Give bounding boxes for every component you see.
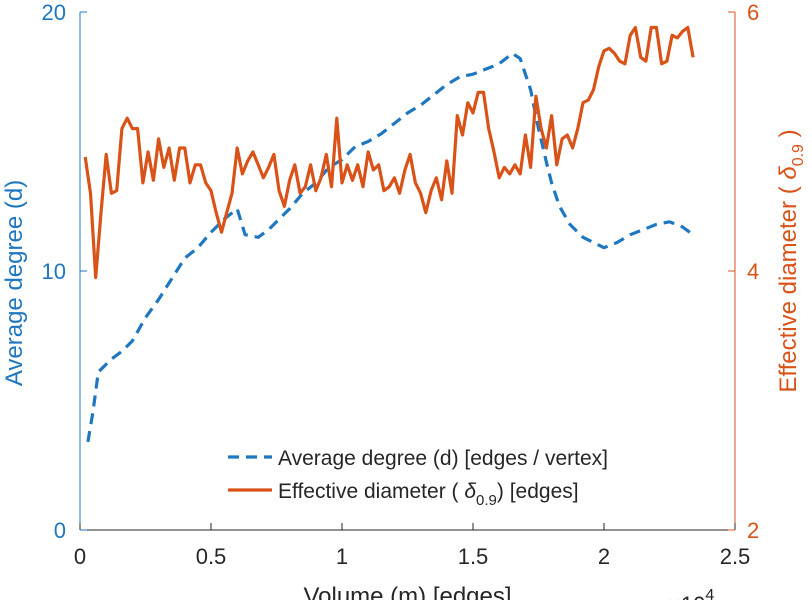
legend-label-average-degree: Average degree (d) [edges / vertex] (278, 447, 608, 470)
y-left-tick-label: 20 (42, 0, 66, 25)
legend: Average degree (d) [edges / vertex] Effec… (228, 447, 608, 509)
y-right-tick-label: 2 (747, 518, 759, 543)
plot-area (83, 25, 695, 443)
x-tick-label: 1.5 (458, 544, 489, 569)
legend-label-effective-diameter: Effective diameter ( δ0.9) [edges] (278, 480, 579, 509)
x-tick-label: 2.5 (720, 544, 751, 569)
y-right-tick-label: 6 (747, 0, 759, 25)
x-tick-label: 0 (74, 544, 86, 569)
y-left-axis-label: Average degree (d) (1, 180, 28, 386)
y-right-axis-label: Effective diameter ( δ0.9 ) (775, 129, 807, 392)
x-tick-label: 0.5 (196, 544, 227, 569)
x-axis-label: Volume (m) [edges] (303, 583, 511, 600)
y-left-tick-label: 10 (42, 259, 66, 284)
x-tick-label: 2 (598, 544, 610, 569)
series-line-effective-diameter (83, 25, 695, 280)
x-axis-exponent: ×104 (668, 587, 714, 600)
y-left-tick-label: 0 (54, 518, 66, 543)
y-right-tick-label: 4 (747, 259, 759, 284)
x-tick-label: 1 (336, 544, 348, 569)
series-line-average-degree (86, 51, 695, 443)
